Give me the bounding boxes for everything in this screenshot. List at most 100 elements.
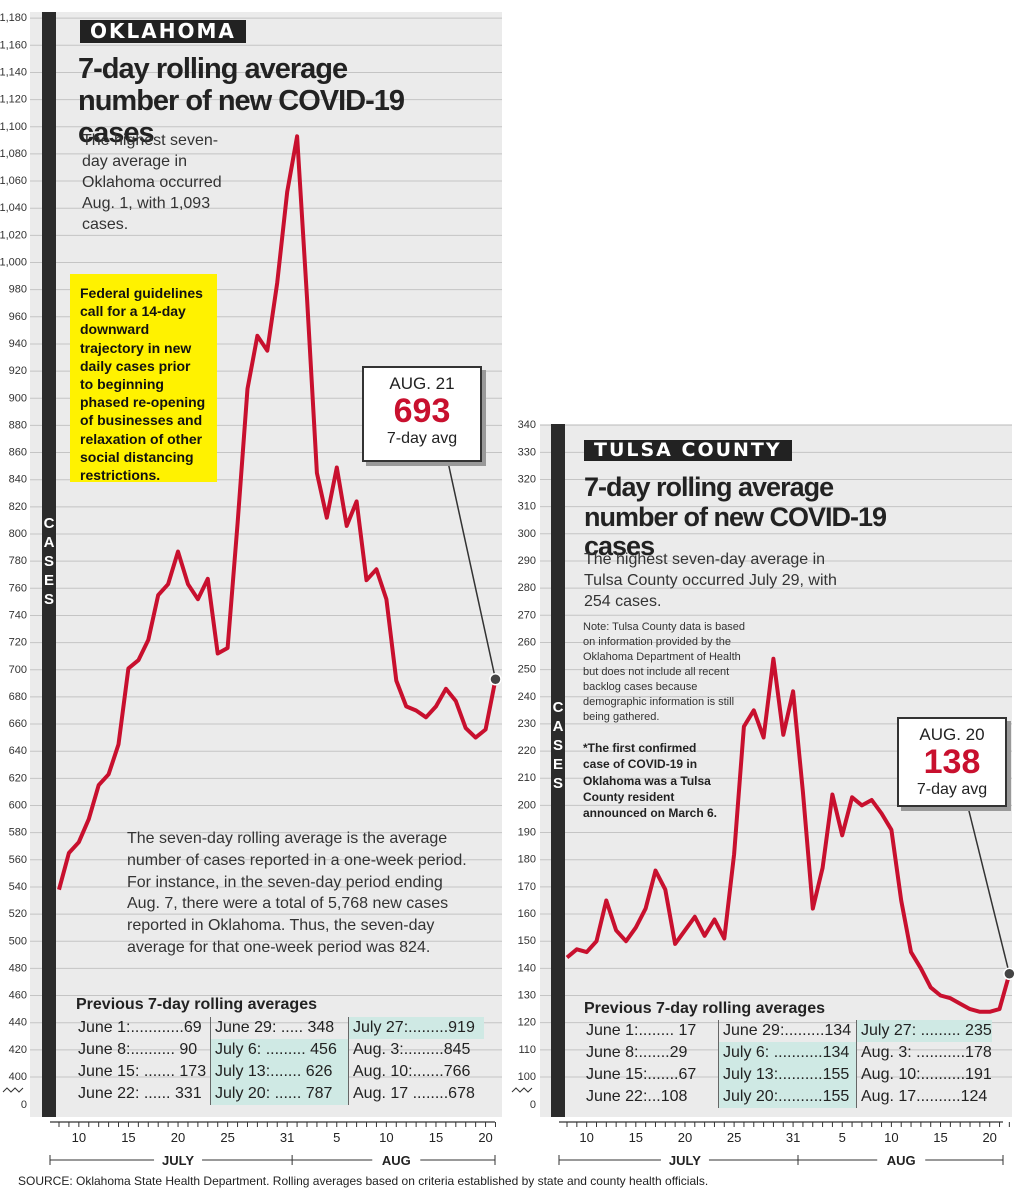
oklahoma-end-point bbox=[489, 673, 502, 686]
tulsa-callout-value: 138 bbox=[923, 743, 981, 781]
tu-y-tick-label: 100 bbox=[518, 1071, 536, 1083]
tu-y-tick-label: 240 bbox=[518, 691, 536, 703]
ok-y-tick-label: 800 bbox=[9, 528, 27, 540]
oklahoma-title: 7-day rolling average number of new COVI… bbox=[78, 53, 405, 149]
ok-prev-cell: July 27:.........919 bbox=[348, 1017, 484, 1039]
tu-x-tick-label: 5 bbox=[839, 1130, 846, 1145]
tu-prev-cell: Aug. 17..........124 bbox=[856, 1086, 992, 1108]
oklahoma-axis-bar bbox=[42, 12, 56, 1117]
ok-month-label-bg bbox=[372, 1152, 421, 1168]
ok-y-tick-label: 620 bbox=[9, 772, 27, 784]
tu-y-tick-label: 220 bbox=[518, 745, 536, 757]
ok-y-tick-label: 980 bbox=[9, 284, 27, 296]
ok-x-tick-label: 31 bbox=[280, 1130, 294, 1145]
oklahoma-prev-title: Previous 7-day rolling averages bbox=[76, 996, 317, 1013]
tu-x-tick-label: 20 bbox=[678, 1130, 692, 1145]
tu-prev-cell: Aug. 3: ...........178 bbox=[856, 1042, 992, 1064]
tu-y-tick-label: 160 bbox=[518, 908, 536, 920]
ok-y-tick-label: 960 bbox=[9, 311, 27, 323]
ok-x-tick-label: 20 bbox=[171, 1130, 185, 1145]
ok-prev-cell: July 6: ......... 456 bbox=[210, 1039, 348, 1061]
oklahoma-guidelines-note: Federal guidelines call for a 14-day dow… bbox=[70, 274, 217, 483]
tu-prev-cell: June 15:.......67 bbox=[586, 1066, 697, 1083]
oklahoma-callout-date: AUG. 21 bbox=[389, 374, 455, 393]
ok-y-tick-label: 400 bbox=[9, 1071, 27, 1083]
tu-x-tick-label: 10 bbox=[884, 1130, 898, 1145]
tulsa-highest-text: The highest seven-day average in Tulsa C… bbox=[584, 551, 837, 611]
tu-y-tick-label: 270 bbox=[518, 609, 536, 621]
ok-y-tick-label: 900 bbox=[9, 392, 27, 404]
ok-prev-cell: Aug. 10:.......766 bbox=[348, 1061, 484, 1083]
ok-prev-cell: Aug. 3:.........845 bbox=[348, 1039, 484, 1061]
tulsa-callout-leader bbox=[967, 806, 1011, 974]
ok-y-tick-label: 660 bbox=[9, 718, 27, 730]
ok-x-tick-label: 10 bbox=[72, 1130, 86, 1145]
tulsa-series-line bbox=[565, 656, 1012, 1014]
tu-y-tick-label: 140 bbox=[518, 962, 536, 974]
tu-y-tick-label: 250 bbox=[518, 664, 536, 676]
ok-x-tick-label: 15 bbox=[121, 1130, 135, 1145]
ok-y-tick-label: 500 bbox=[9, 935, 27, 947]
oklahoma-y-tick-labels: 400 420 440 460 480 500 520 540 560 580 600 620 640 6… bbox=[0, 12, 27, 1111]
tu-prev-cell: June 22:...108 bbox=[586, 1088, 688, 1105]
oklahoma-x-axis: 10 15 20 25 31 5 10 15 20 JULY AUG bbox=[49, 1121, 496, 1168]
ok-y-tick-label: 840 bbox=[9, 474, 27, 486]
ok-y-tick-label: 1,100 bbox=[0, 121, 27, 133]
tulsa-axis-bar bbox=[551, 424, 565, 1117]
tulsa-data-note: Note: Tulsa County data is based on info… bbox=[583, 621, 746, 723]
tulsa-first-case-note: *The first confirmed case of COVID-19 in… bbox=[583, 741, 718, 821]
ok-y-tick-label: 520 bbox=[9, 908, 27, 920]
tu-prev-cell: June 1:........ 17 bbox=[586, 1022, 697, 1039]
ok-y-tick-label: 780 bbox=[9, 555, 27, 567]
tu-y-tick-label: 340 bbox=[518, 419, 536, 431]
ok-y-tick-label: 680 bbox=[9, 691, 27, 703]
tu-x-tick-label: 15 bbox=[933, 1130, 947, 1145]
oklahoma-callout: AUG. 21 693 7-day avg bbox=[362, 366, 482, 462]
ok-y-tick-label: 640 bbox=[9, 745, 27, 757]
ok-y-tick-label: 1,000 bbox=[0, 257, 27, 269]
ok-y-tick-label: 740 bbox=[9, 609, 27, 621]
tu-y-tick-label: 0 bbox=[530, 1099, 536, 1111]
ok-prev-cell: June 15: ....... 173 bbox=[78, 1063, 207, 1080]
tu-y-tick-label: 320 bbox=[518, 473, 536, 485]
oklahoma-prev-table: June 1:............69 June 29: ..... 348 J… bbox=[74, 1017, 484, 1105]
tulsa-callout: AUG. 20 138 7-day avg bbox=[897, 717, 1007, 807]
tulsa-callout-date: AUG. 20 bbox=[919, 725, 985, 744]
ok-y-tick-label: 440 bbox=[9, 1017, 27, 1029]
oklahoma-callout-value: 693 bbox=[393, 392, 451, 430]
oklahoma-explain-text: The seven-day rolling average is the ave… bbox=[127, 830, 467, 956]
ok-prev-cell: June 8:.......... 90 bbox=[78, 1041, 198, 1058]
tulsa-title: 7-day rolling average number of new COVI… bbox=[584, 472, 887, 562]
tu-x-tick-label: 20 bbox=[982, 1130, 996, 1145]
tu-y-tick-label: 180 bbox=[518, 854, 536, 866]
tu-y-tick-label: 130 bbox=[518, 990, 536, 1002]
tu-y-tick-label: 290 bbox=[518, 555, 536, 567]
tu-prev-cell: July 20:..........155 bbox=[718, 1086, 856, 1108]
tulsa-x-axis: 10 15 20 25 31 5 10 15 20 JULY AUG bbox=[558, 1121, 1010, 1168]
tu-y-tick-label: 200 bbox=[518, 799, 536, 811]
ok-prev-cell: June 22: ...... 331 bbox=[78, 1085, 202, 1102]
tu-x-tick-label: 15 bbox=[629, 1130, 643, 1145]
ok-y-tick-label: 720 bbox=[9, 637, 27, 649]
ok-y-tick-label: 600 bbox=[9, 800, 27, 812]
ok-x-tick-label: 15 bbox=[429, 1130, 443, 1145]
ok-y-tick-label: 760 bbox=[9, 582, 27, 594]
ok-month-label: JULY bbox=[162, 1153, 194, 1168]
ok-prev-cell: July 13:....... 626 bbox=[210, 1061, 348, 1083]
oklahoma-label: OKLAHOMA bbox=[80, 20, 246, 43]
ok-y-tick-label: 1,040 bbox=[0, 202, 27, 214]
ok-y-tick-label: 1,020 bbox=[0, 229, 27, 241]
oklahoma-series-line bbox=[57, 134, 498, 891]
ok-x-tick-label: 25 bbox=[220, 1130, 234, 1145]
ok-y-tick-label: 460 bbox=[9, 990, 27, 1002]
tulsa-y-tick-labels: 100 110 120 130 140 150 160 170 180 190 200 210 220 2… bbox=[511, 419, 536, 1111]
tu-prev-cell: July 13:..........155 bbox=[718, 1064, 856, 1086]
tu-month-label: AUG bbox=[887, 1153, 916, 1168]
tu-y-tick-label: 190 bbox=[518, 827, 536, 839]
ok-y-tick-label: 580 bbox=[9, 827, 27, 839]
tulsa-prev-title: Previous 7-day rolling averages bbox=[584, 1000, 825, 1017]
tu-y-tick-label: 300 bbox=[518, 528, 536, 540]
tu-y-tick-label: 210 bbox=[518, 772, 536, 784]
ok-prev-cell: June 1:............69 bbox=[78, 1019, 202, 1036]
